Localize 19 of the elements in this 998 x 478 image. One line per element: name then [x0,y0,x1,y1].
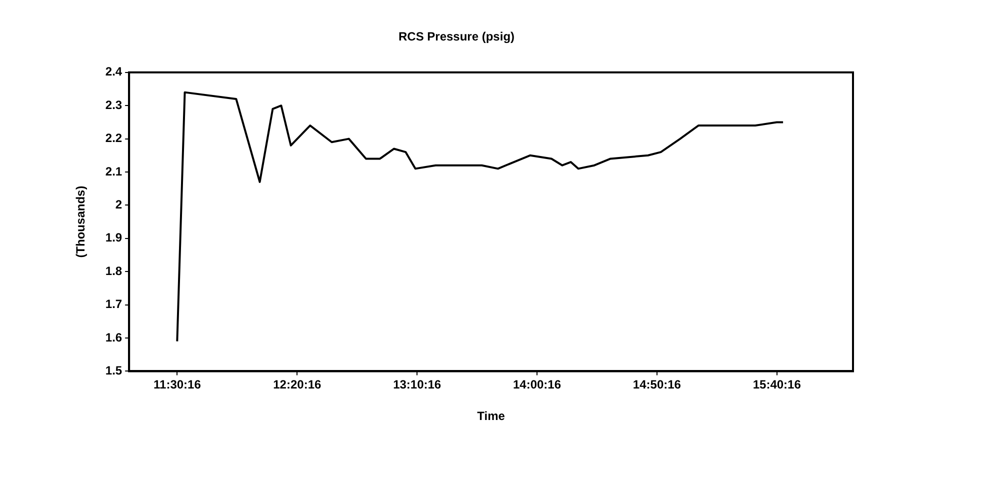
y-tick-label: 1.8 [105,264,122,278]
y-tick-label: 1.5 [105,364,122,378]
y-tick-label: 2.4 [105,64,122,79]
x-tick-label: 15:40:16 [752,378,802,392]
y-tick-label: 2.1 [105,164,122,178]
x-axis-title: Time [477,409,506,424]
x-tick-label: 12:20:16 [273,378,322,392]
y-tick-label: 2.3 [105,98,122,112]
y-axis-title: (Thousands) [74,186,88,258]
y-tick-label: 1.9 [105,230,122,245]
x-tick-label: 14:00:16 [512,378,562,392]
x-tick-label: 14:50:16 [632,378,682,392]
chart-title: RCS Pressure (psig) [398,30,515,44]
y-tick-label: 1.6 [105,330,122,344]
y-tick-label: 1.7 [105,297,122,312]
x-tick-label: 11:30:16 [154,378,202,392]
y-tick-label: 2.2 [105,131,122,146]
y-tick-label: 2 [115,198,122,212]
x-tick-label: 13:10:16 [393,378,442,392]
